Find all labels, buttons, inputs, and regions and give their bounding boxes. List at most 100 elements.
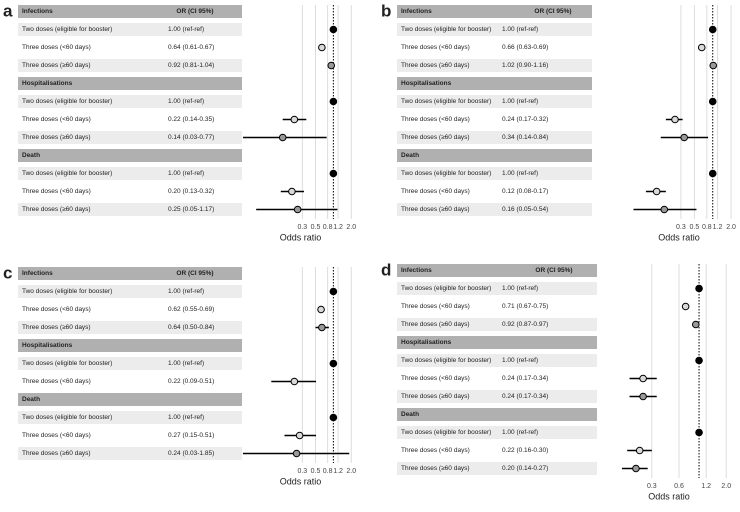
estimate-point [708,169,717,178]
or-label: 0.64 (0.61-0.67) [168,44,214,51]
estimate-point [292,449,301,458]
or-label: 1.00 (ref-ref) [502,357,538,364]
row-label: Three doses (<60 days) [22,432,91,439]
x-tick-label: 1.2 [333,224,343,231]
group-name: Hospitalisations [401,80,452,87]
row-label: Three doses (<60 days) [401,44,470,51]
estimate-point [329,287,338,296]
row-background [18,131,242,144]
group-name: Death [401,411,419,418]
or-label: 0.92 (0.81-1.04) [168,62,214,69]
x-tick-label: 1.2 [713,224,723,231]
row-label: Two doses (eligible for booster) [22,26,112,33]
or-label: 0.20 (0.13-0.32) [168,188,214,195]
x-tick-label: 0.5 [311,224,321,231]
estimate-point [327,61,336,70]
row-label: Three doses (<60 days) [401,447,470,454]
x-tick-label: 1.2 [333,468,343,475]
x-axis-label: Odds ratio [280,476,322,486]
row-label: Three doses (<60 days) [22,44,91,51]
row-background [397,282,597,295]
estimate-point [290,115,299,124]
or-label: 0.24 (0.17-0.32) [502,116,548,123]
row-label: Three doses (<60 days) [22,306,91,313]
estimate-point [691,320,700,329]
row-label: Three doses (<60 days) [401,303,470,310]
group-header [397,77,592,90]
estimate-point [632,464,640,473]
group-header [397,408,597,421]
row-background [397,59,592,72]
group-name: Death [22,152,40,159]
row-label: Three doses (≥60 days) [401,465,470,472]
estimate-point [709,61,718,70]
group-name: Hospitalisations [22,80,73,87]
row-background [18,447,242,460]
or-label: 0.34 (0.14-0.84) [502,134,548,141]
row-label: Three doses (<60 days) [22,188,91,195]
or-header: OR (CI 95%) [176,270,213,277]
estimate-point [695,428,703,437]
or-label: 0.71 (0.67-0.75) [502,303,548,310]
group-header [18,5,242,18]
estimate-point [708,97,717,106]
estimate-point [695,284,703,293]
row-background [18,23,242,36]
x-tick-label: 0.3 [297,468,307,475]
group-header [18,267,242,280]
row-label: Two doses (eligible for booster) [22,170,112,177]
or-label: 1.00 (ref-ref) [502,26,538,33]
estimate-point [652,187,661,196]
row-background [18,357,242,370]
row-background [18,285,242,298]
x-tick-label: 2.0 [346,468,356,475]
estimate-point [695,356,703,365]
estimate-point [318,323,326,332]
estimate-point [697,43,706,52]
panel-label: b [381,1,391,20]
estimate-point [288,187,296,196]
row-background [18,167,242,180]
row-label: Two doses (eligible for booster) [401,429,491,436]
estimate-point [317,305,325,314]
or-label: 1.00 (ref-ref) [168,170,204,177]
x-tick-label: 2.0 [726,224,736,231]
or-label: 1.00 (ref-ref) [168,288,204,295]
or-label: 0.24 (0.03-1.85) [168,450,214,457]
x-tick-label: 0.3 [647,483,657,490]
row-background [397,131,592,144]
or-label: 0.62 (0.55-0.69) [168,306,214,313]
estimate-point [635,446,644,455]
or-label: 1.00 (ref-ref) [168,414,204,421]
row-background [397,95,592,108]
estimate-point [708,25,717,34]
row-background [397,23,592,36]
group-name: Infections [22,8,53,15]
or-label: 0.24 (0.17-0.34) [502,375,548,382]
x-axis-label: Odds ratio [280,232,322,242]
x-tick-label: 0.8 [702,224,712,231]
x-tick-label: 1.2 [701,483,711,490]
x-tick-label: 0.5 [690,224,700,231]
x-tick-label: 0.6 [674,483,684,490]
row-label: Two doses (eligible for booster) [22,414,112,421]
or-label: 0.64 (0.50-0.84) [168,324,214,331]
or-label: 0.66 (0.63-0.69) [502,44,548,51]
group-name: Death [22,396,40,403]
estimate-point [681,302,690,311]
or-label: 0.92 (0.87-0.97) [502,321,548,328]
or-label: 1.00 (ref-ref) [168,98,204,105]
row-label: Two doses (eligible for booster) [401,170,491,177]
or-header: OR (CI 95%) [176,8,213,15]
row-background [18,203,242,216]
x-axis-label: Odds ratio [648,491,690,501]
row-label: Two doses (eligible for booster) [401,98,491,105]
row-label: Three doses (≥60 days) [22,206,91,213]
estimate-point [671,115,679,124]
x-tick-label: 0.8 [323,224,333,231]
group-header [18,77,242,90]
or-label: 1.02 (0.90-1.16) [502,62,548,69]
row-background [397,167,592,180]
or-label: 0.12 (0.08-0.17) [502,188,548,195]
